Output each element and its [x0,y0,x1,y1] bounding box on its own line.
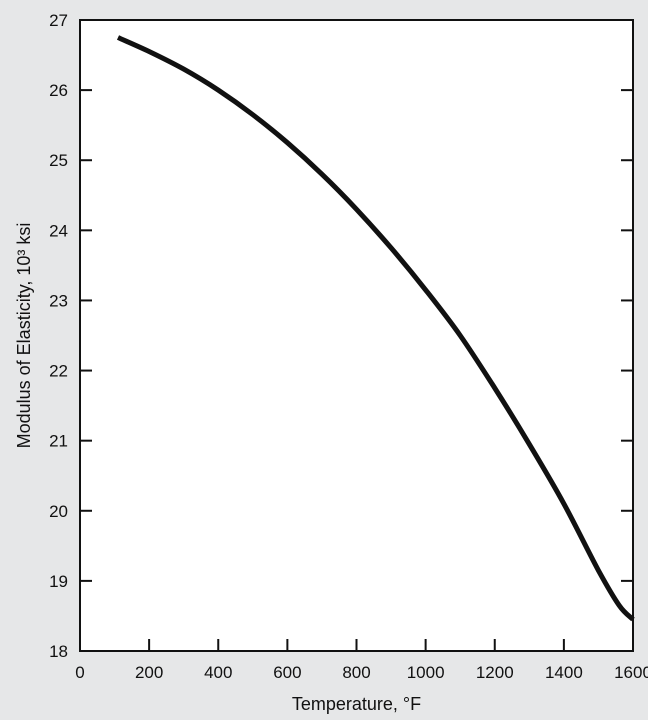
y-axis-title: Modulus of Elasticity, 10³ ksi [14,223,34,449]
y-tick-label: 18 [49,642,68,661]
y-tick-label: 23 [49,291,68,310]
y-tick-label: 26 [49,81,68,100]
x-tick-label: 800 [342,663,370,682]
y-tick-label: 25 [49,151,68,170]
y-tick-label: 20 [49,502,68,521]
series-line [116,35,635,622]
x-tick-label: 1200 [476,663,514,682]
y-tick-label: 21 [49,432,68,451]
y-tick-label: 24 [49,221,68,240]
x-tick-label: 1400 [545,663,583,682]
tick-labels: 0 200 400 600 800 1000 1200 1400 1600 18 19 20 21 22 2… [49,11,648,682]
x-tick-label: 0 [75,663,84,682]
x-axis-title: Temperature, °F [292,694,421,714]
x-tick-label: 600 [273,663,301,682]
x-tick-label: 400 [204,663,232,682]
y-tick-label: 22 [49,362,68,381]
x-tick-label: 1600 [614,663,648,682]
x-tick-label: 200 [135,663,163,682]
y-tick-label: 19 [49,572,68,591]
ticks [79,89,634,651]
plot-area [80,20,633,651]
y-tick-label: 27 [49,11,68,30]
x-tick-label: 1000 [407,663,445,682]
